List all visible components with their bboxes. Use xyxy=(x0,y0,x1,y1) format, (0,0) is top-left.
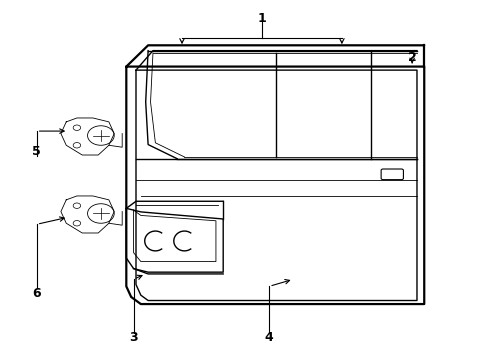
Text: 3: 3 xyxy=(129,331,138,344)
Text: 2: 2 xyxy=(408,51,416,64)
Text: 1: 1 xyxy=(258,12,267,25)
Text: 6: 6 xyxy=(32,287,41,300)
Text: 5: 5 xyxy=(32,145,41,158)
Text: 4: 4 xyxy=(265,331,273,344)
FancyBboxPatch shape xyxy=(381,169,403,180)
